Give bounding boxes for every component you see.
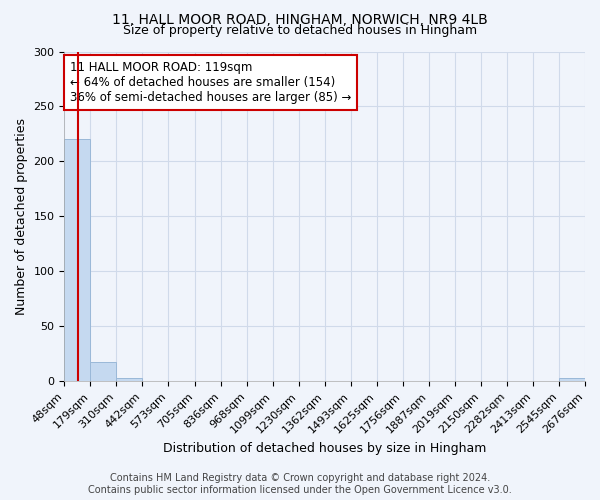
Text: 11 HALL MOOR ROAD: 119sqm
← 64% of detached houses are smaller (154)
36% of semi: 11 HALL MOOR ROAD: 119sqm ← 64% of detac…	[70, 62, 351, 104]
Bar	[116, 378, 142, 382]
Bar	[91, 362, 116, 382]
Bar	[64, 140, 91, 382]
Y-axis label: Number of detached properties: Number of detached properties	[15, 118, 28, 315]
Text: 11, HALL MOOR ROAD, HINGHAM, NORWICH, NR9 4LB: 11, HALL MOOR ROAD, HINGHAM, NORWICH, NR…	[112, 12, 488, 26]
Text: Contains HM Land Registry data © Crown copyright and database right 2024.
Contai: Contains HM Land Registry data © Crown c…	[88, 474, 512, 495]
Text: Size of property relative to detached houses in Hingham: Size of property relative to detached ho…	[123, 24, 477, 37]
X-axis label: Distribution of detached houses by size in Hingham: Distribution of detached houses by size …	[163, 442, 487, 455]
Bar	[559, 378, 585, 382]
